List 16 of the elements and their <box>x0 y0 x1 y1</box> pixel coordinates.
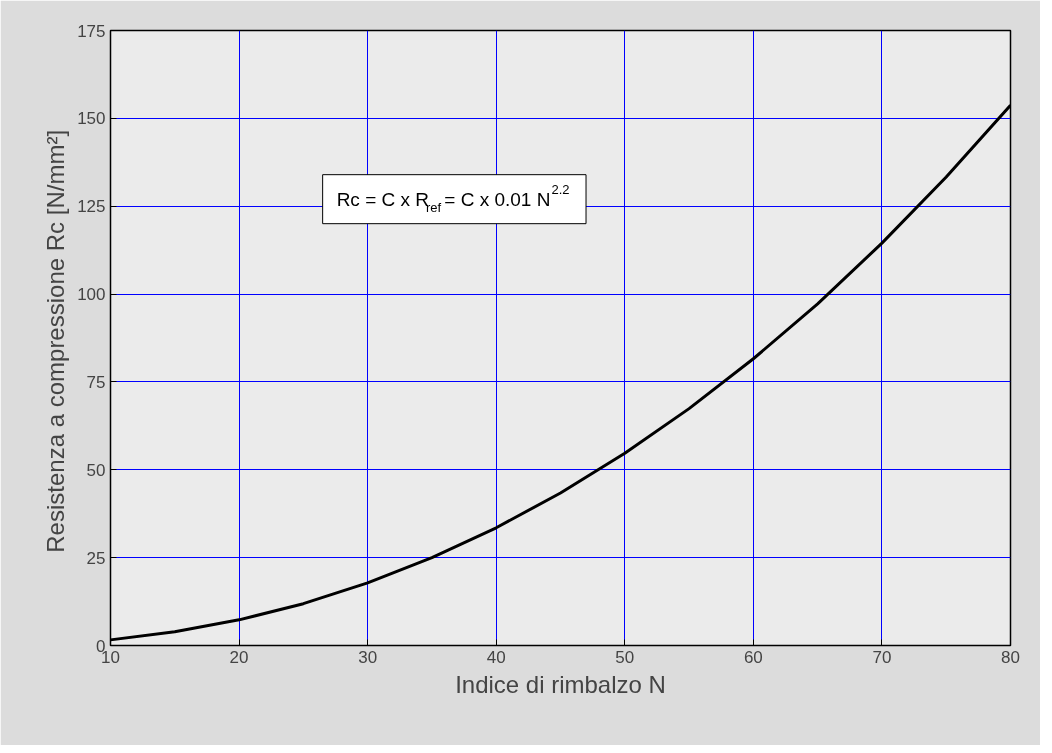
x-axis-title: Indice di rimbalzo N <box>455 670 666 698</box>
y-tick-label: 125 <box>77 197 106 217</box>
y-axis-title: Resistenza a compressione Rc [N/mm²] <box>42 129 70 553</box>
x-tick-label: 80 <box>1001 647 1020 667</box>
y-tick-label: 100 <box>77 285 106 305</box>
x-tick-label: 60 <box>743 647 763 667</box>
x-tick-label: 20 <box>229 647 249 667</box>
y-tick-label: 175 <box>77 21 106 41</box>
x-tick-label: 40 <box>486 647 506 667</box>
x-tick-label: 30 <box>358 647 378 667</box>
y-tick-label: 25 <box>86 548 106 568</box>
x-tick-label: 50 <box>615 647 635 667</box>
y-tick-label: 150 <box>77 109 106 129</box>
y-tick-label: 50 <box>86 460 106 480</box>
x-tick-label: 70 <box>872 647 892 667</box>
y-tick-label: 75 <box>86 372 106 392</box>
